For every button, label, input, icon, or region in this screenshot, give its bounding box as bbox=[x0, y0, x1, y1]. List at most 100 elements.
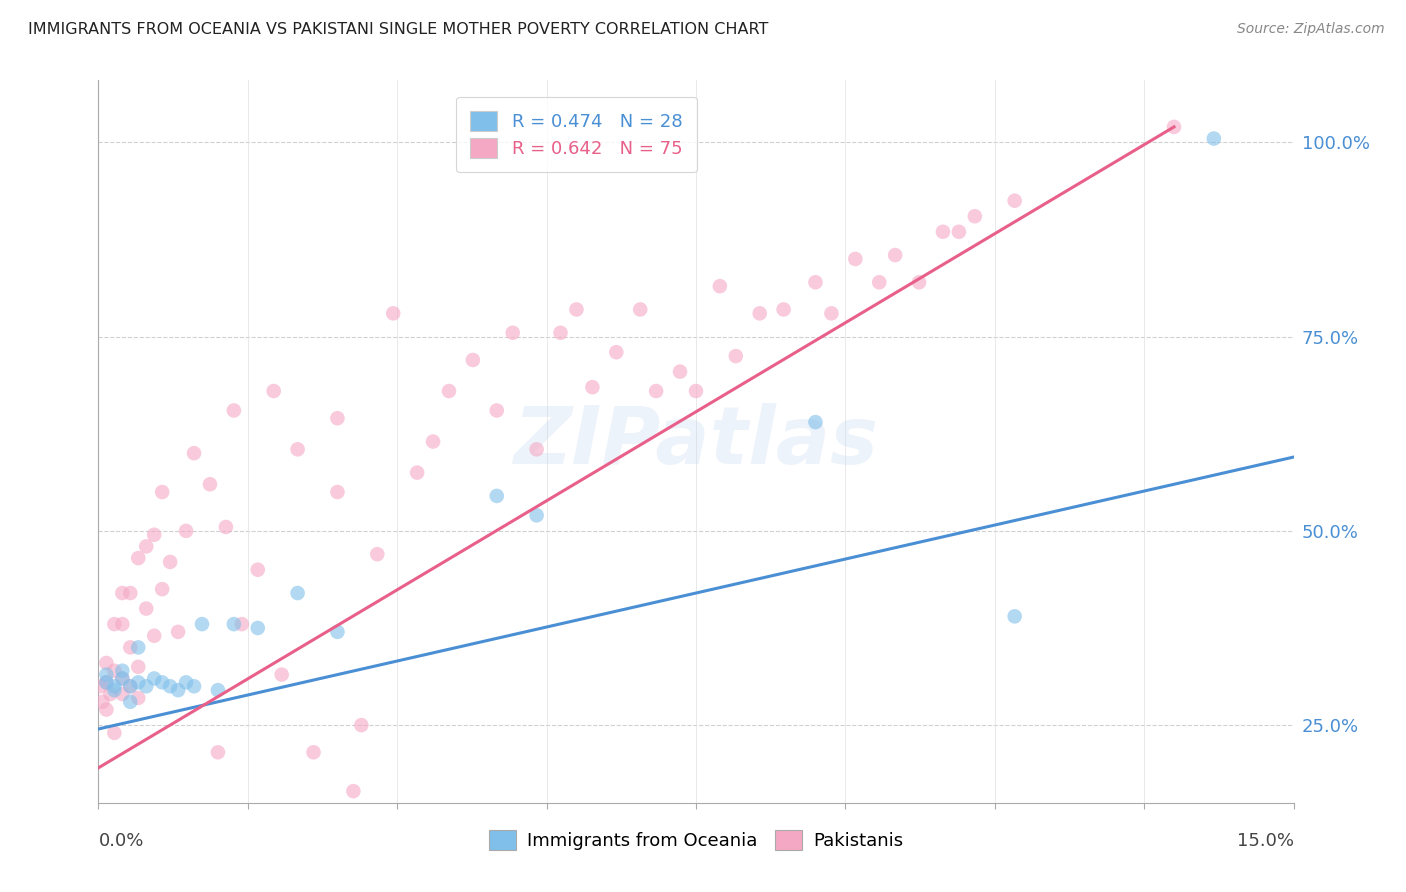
Point bbox=[246, 563, 269, 577]
Point bbox=[526, 508, 548, 523]
Point bbox=[111, 672, 134, 686]
Point bbox=[91, 695, 114, 709]
Point bbox=[167, 683, 190, 698]
Text: IMMIGRANTS FROM OCEANIA VS PAKISTANI SINGLE MOTHER POVERTY CORRELATION CHART: IMMIGRANTS FROM OCEANIA VS PAKISTANI SIN… bbox=[28, 22, 769, 37]
Point bbox=[270, 667, 292, 681]
Point bbox=[1202, 131, 1225, 145]
Point bbox=[422, 434, 444, 449]
Point bbox=[884, 248, 907, 262]
Point bbox=[96, 675, 118, 690]
Point bbox=[127, 551, 149, 566]
Point bbox=[502, 326, 524, 340]
Point bbox=[120, 679, 142, 693]
Point bbox=[581, 380, 603, 394]
Point bbox=[844, 252, 866, 266]
Point bbox=[111, 672, 134, 686]
Point bbox=[1004, 609, 1026, 624]
Point bbox=[127, 675, 149, 690]
Point bbox=[135, 601, 157, 615]
Point bbox=[135, 679, 157, 693]
Point bbox=[120, 586, 142, 600]
Point bbox=[326, 411, 349, 425]
Point bbox=[159, 555, 181, 569]
Point bbox=[96, 667, 118, 681]
Point bbox=[908, 275, 931, 289]
Point bbox=[366, 547, 388, 561]
Point bbox=[159, 679, 181, 693]
Point bbox=[326, 624, 349, 639]
Point bbox=[948, 225, 970, 239]
Point bbox=[724, 349, 747, 363]
Point bbox=[103, 679, 125, 693]
Point bbox=[437, 384, 460, 398]
Point bbox=[150, 582, 173, 596]
Text: 0.0%: 0.0% bbox=[98, 831, 143, 850]
Point bbox=[932, 225, 955, 239]
Text: Source: ZipAtlas.com: Source: ZipAtlas.com bbox=[1237, 22, 1385, 37]
Text: ZIPatlas: ZIPatlas bbox=[513, 402, 879, 481]
Point bbox=[207, 683, 229, 698]
Point bbox=[302, 745, 325, 759]
Point bbox=[143, 629, 166, 643]
Point bbox=[167, 624, 190, 639]
Point bbox=[103, 617, 125, 632]
Point bbox=[222, 403, 245, 417]
Point bbox=[1004, 194, 1026, 208]
Point bbox=[174, 675, 197, 690]
Point bbox=[191, 617, 214, 632]
Point bbox=[485, 489, 508, 503]
Point bbox=[326, 485, 349, 500]
Point bbox=[628, 302, 651, 317]
Point bbox=[222, 617, 245, 632]
Point bbox=[120, 679, 142, 693]
Point bbox=[772, 302, 794, 317]
Point bbox=[804, 415, 827, 429]
Point bbox=[111, 586, 134, 600]
Point bbox=[804, 275, 827, 289]
Point bbox=[120, 640, 142, 655]
Point bbox=[111, 664, 134, 678]
Text: 15.0%: 15.0% bbox=[1236, 831, 1294, 850]
Point bbox=[565, 302, 588, 317]
Point bbox=[215, 520, 238, 534]
Point bbox=[103, 664, 125, 678]
Point bbox=[868, 275, 890, 289]
Point bbox=[287, 442, 309, 457]
Point bbox=[820, 306, 842, 320]
Point bbox=[174, 524, 197, 538]
Point bbox=[231, 617, 253, 632]
Point bbox=[103, 683, 125, 698]
Point bbox=[103, 726, 125, 740]
Point bbox=[263, 384, 285, 398]
Point bbox=[150, 675, 173, 690]
Point bbox=[287, 586, 309, 600]
Point bbox=[550, 326, 572, 340]
Point bbox=[963, 209, 986, 223]
Point bbox=[526, 442, 548, 457]
Point bbox=[669, 365, 692, 379]
Point bbox=[709, 279, 731, 293]
Point bbox=[382, 306, 405, 320]
Point bbox=[135, 540, 157, 554]
Point bbox=[605, 345, 627, 359]
Point bbox=[183, 446, 205, 460]
Point bbox=[111, 617, 134, 632]
Point bbox=[150, 485, 173, 500]
Point bbox=[98, 687, 122, 701]
Point bbox=[183, 679, 205, 693]
Point bbox=[485, 403, 508, 417]
Point bbox=[645, 384, 668, 398]
Point bbox=[406, 466, 429, 480]
Point bbox=[685, 384, 707, 398]
Legend: Immigrants from Oceania, Pakistanis: Immigrants from Oceania, Pakistanis bbox=[479, 821, 912, 859]
Point bbox=[207, 745, 229, 759]
Point bbox=[127, 690, 149, 705]
Point bbox=[120, 695, 142, 709]
Point bbox=[342, 784, 364, 798]
Point bbox=[143, 528, 166, 542]
Point bbox=[96, 656, 118, 670]
Point bbox=[748, 306, 770, 320]
Point bbox=[127, 640, 149, 655]
Point bbox=[246, 621, 269, 635]
Point bbox=[127, 660, 149, 674]
